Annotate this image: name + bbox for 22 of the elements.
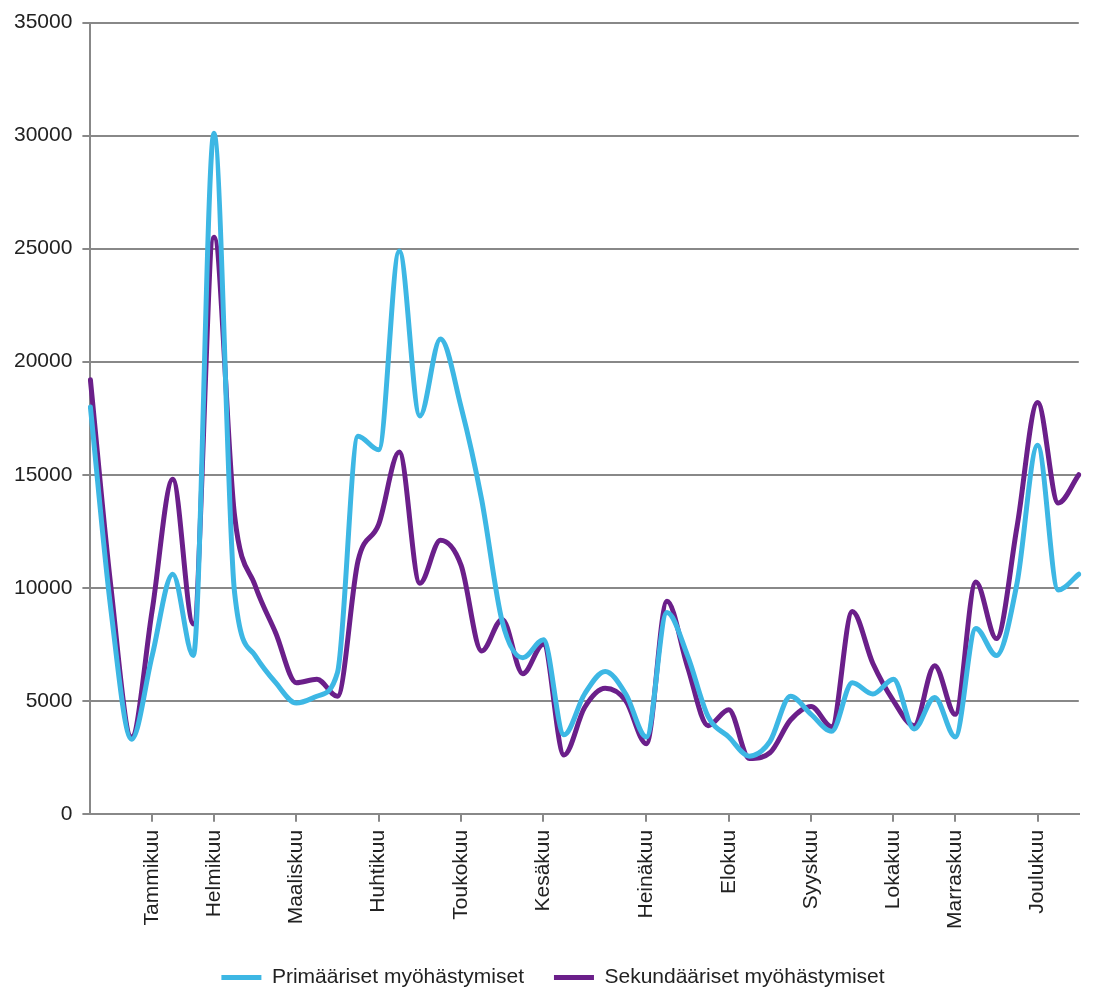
- legend-label: Sekundääriset myöhästymiset: [604, 964, 885, 988]
- x-tick-label: Helmikuu: [200, 829, 224, 918]
- y-tick-label: 20000: [13, 348, 73, 372]
- x-tick-label: Joulukuu: [1024, 829, 1048, 914]
- x-tick-label: Tammikuu: [138, 829, 162, 926]
- x-tick-label: Maaliskuu: [283, 829, 307, 925]
- x-tick-label: Syyskuu: [797, 829, 821, 910]
- x-tick-label: Kesäkuu: [530, 829, 554, 912]
- y-tick-label: 30000: [13, 122, 73, 146]
- legend-label: Primääriset myöhästymiset: [271, 964, 525, 988]
- x-tick-label: Huhtikuu: [365, 829, 389, 913]
- y-tick-label: 15000: [13, 461, 73, 485]
- y-tick-label: 10000: [13, 574, 73, 598]
- x-tick-label: Elokuu: [715, 829, 739, 895]
- x-tick-label: Toukokuu: [447, 829, 471, 920]
- y-tick-label: 5000: [25, 687, 73, 711]
- y-tick-label: 25000: [13, 235, 73, 259]
- x-tick-label: Marraskuu: [942, 829, 966, 930]
- y-tick-label: 35000: [13, 9, 73, 33]
- y-tick-label: 0: [60, 800, 73, 824]
- x-tick-label: Heinäkuu: [633, 829, 657, 919]
- x-tick-label: Lokakuu: [880, 829, 904, 910]
